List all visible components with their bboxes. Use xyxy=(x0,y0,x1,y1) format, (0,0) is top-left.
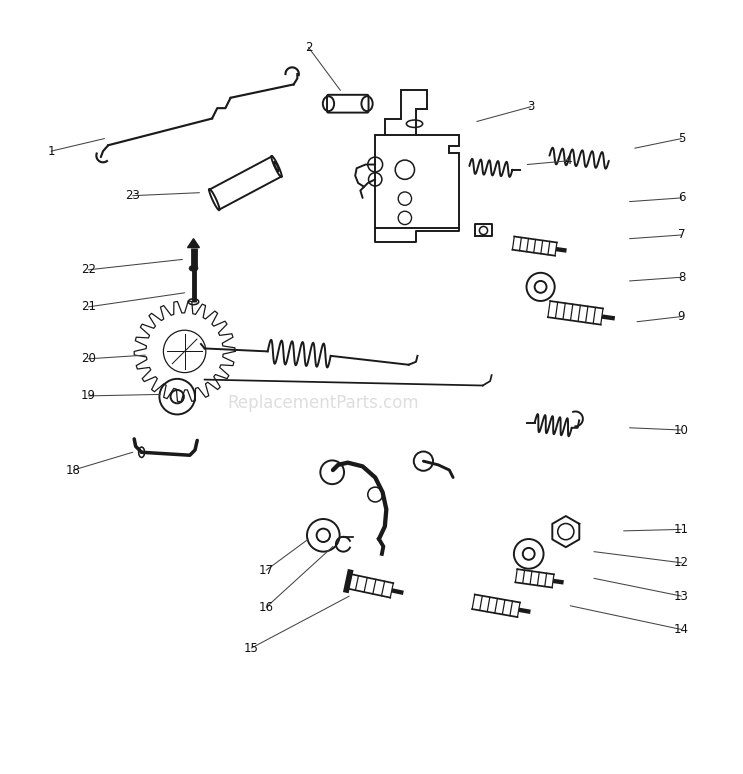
Text: 14: 14 xyxy=(674,623,689,636)
Text: 8: 8 xyxy=(678,271,685,284)
Text: 18: 18 xyxy=(66,464,81,477)
Text: 4: 4 xyxy=(564,154,572,167)
Text: 5: 5 xyxy=(678,132,685,145)
Text: 1: 1 xyxy=(48,145,55,158)
Text: 15: 15 xyxy=(244,642,259,655)
Text: 20: 20 xyxy=(81,352,96,365)
Text: 10: 10 xyxy=(674,423,689,437)
Text: 3: 3 xyxy=(528,100,535,113)
Text: ReplacementParts.com: ReplacementParts.com xyxy=(227,394,419,413)
Text: 11: 11 xyxy=(674,523,689,536)
Text: 19: 19 xyxy=(81,389,96,402)
Text: 13: 13 xyxy=(674,590,689,603)
Text: 21: 21 xyxy=(81,300,96,313)
Text: 9: 9 xyxy=(678,310,685,323)
Text: 22: 22 xyxy=(81,263,96,276)
Polygon shape xyxy=(187,238,199,248)
Text: 17: 17 xyxy=(259,563,273,577)
Text: 7: 7 xyxy=(678,228,685,241)
Text: 12: 12 xyxy=(674,557,689,569)
Ellipse shape xyxy=(189,265,198,272)
Text: 16: 16 xyxy=(259,601,273,614)
Text: 23: 23 xyxy=(126,189,140,202)
Text: 2: 2 xyxy=(305,41,312,54)
Text: 6: 6 xyxy=(678,191,685,204)
